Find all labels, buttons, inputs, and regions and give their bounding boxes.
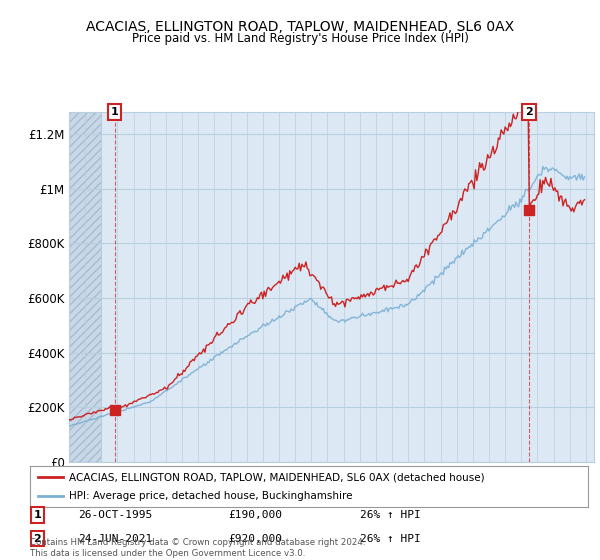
Text: ACACIAS, ELLINGTON ROAD, TAPLOW, MAIDENHEAD, SL6 0AX (detached house): ACACIAS, ELLINGTON ROAD, TAPLOW, MAIDENH… [69,473,485,482]
Text: 1: 1 [34,510,41,520]
Text: 2: 2 [34,534,41,544]
Text: Price paid vs. HM Land Registry's House Price Index (HPI): Price paid vs. HM Land Registry's House … [131,32,469,45]
Text: 26-OCT-1995: 26-OCT-1995 [78,510,152,520]
Text: 1: 1 [110,107,118,117]
Text: HPI: Average price, detached house, Buckinghamshire: HPI: Average price, detached house, Buck… [69,491,353,501]
Text: Contains HM Land Registry data © Crown copyright and database right 2024.
This d: Contains HM Land Registry data © Crown c… [30,538,365,558]
Text: 2: 2 [525,107,533,117]
Text: 24-JUN-2021: 24-JUN-2021 [78,534,152,544]
Text: 26% ↑ HPI: 26% ↑ HPI [360,534,421,544]
Text: ACACIAS, ELLINGTON ROAD, TAPLOW, MAIDENHEAD, SL6 0AX: ACACIAS, ELLINGTON ROAD, TAPLOW, MAIDENH… [86,20,514,34]
Text: £920,000: £920,000 [228,534,282,544]
Text: 26% ↑ HPI: 26% ↑ HPI [360,510,421,520]
Text: £190,000: £190,000 [228,510,282,520]
Bar [69,112,101,462]
